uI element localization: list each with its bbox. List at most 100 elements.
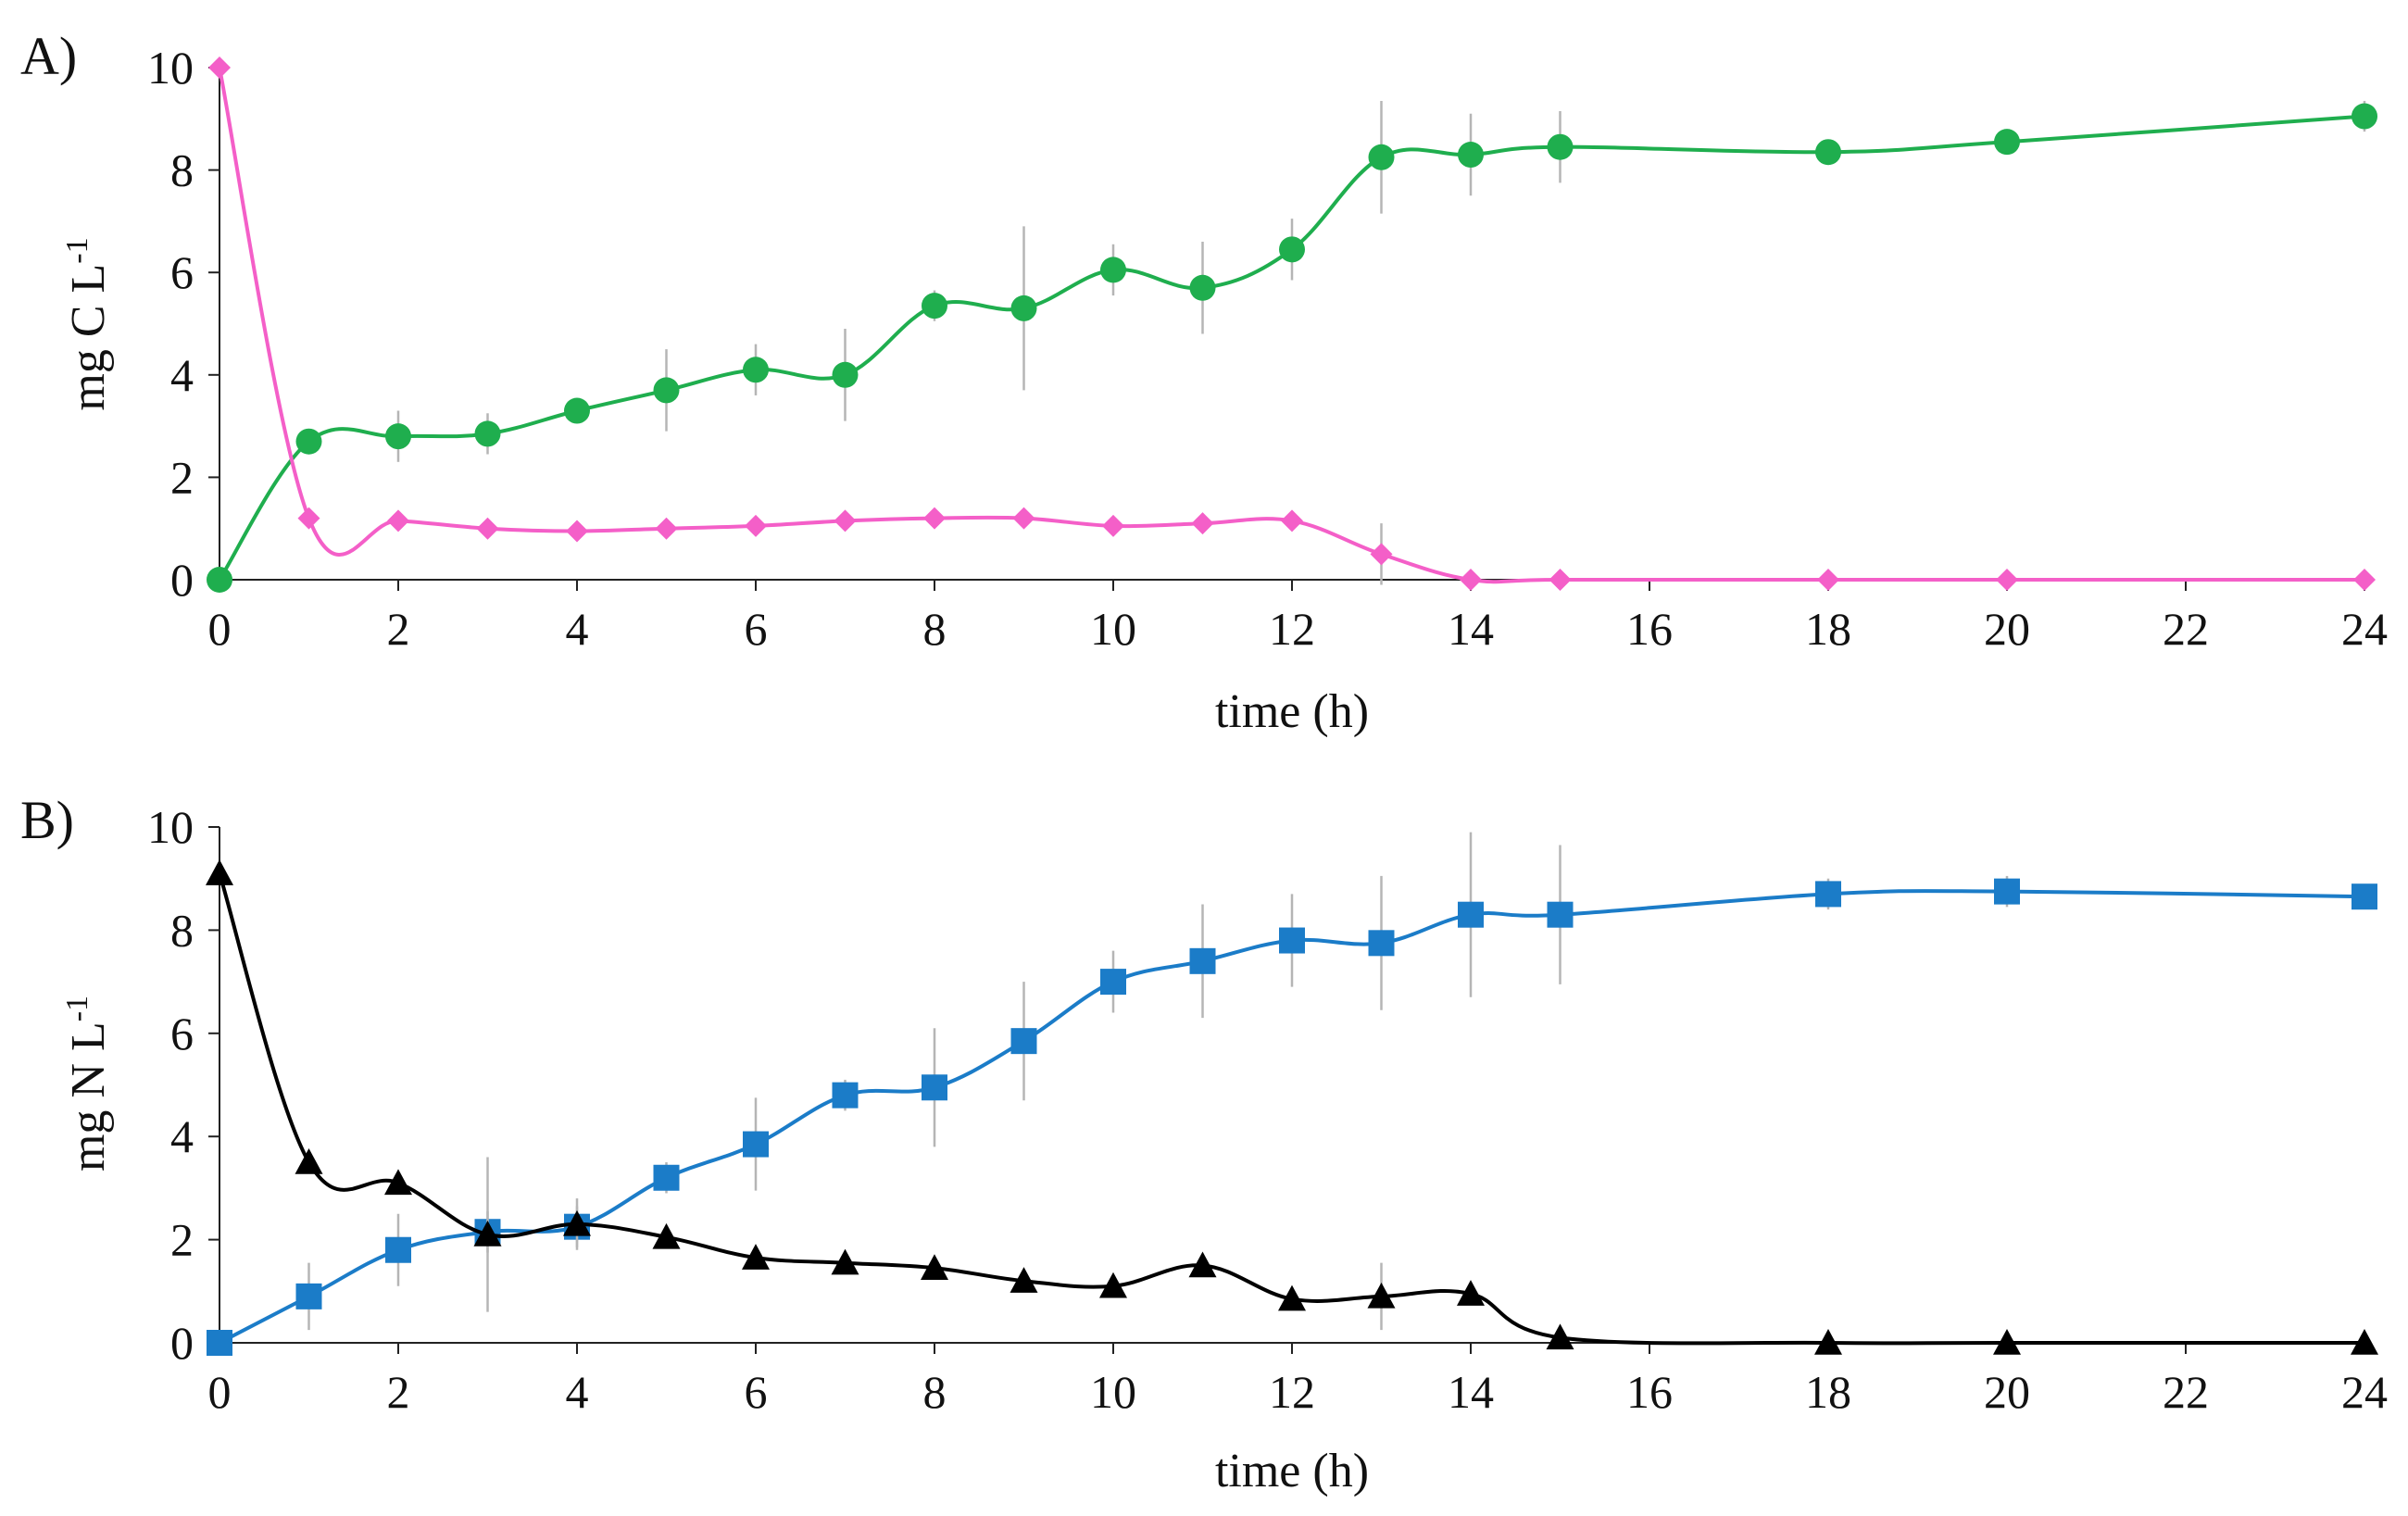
x-tick-label: 22 — [2163, 1366, 2209, 1418]
y-tick-label: 6 — [170, 246, 194, 298]
data-point — [1102, 514, 1124, 537]
data-point — [564, 397, 590, 424]
series-black-series — [206, 859, 2378, 1355]
data-point — [1549, 569, 1572, 591]
y-tick-label: 0 — [170, 554, 194, 606]
y-tick-label: 4 — [170, 1110, 194, 1162]
data-point — [1370, 543, 1393, 566]
panel-b-x-axis-title: time (h) — [1215, 1445, 1369, 1497]
data-point — [1278, 1284, 1306, 1311]
y-tick-label: 2 — [170, 1214, 194, 1266]
y-tick-label: 6 — [170, 1008, 194, 1059]
data-point — [1279, 927, 1305, 954]
x-tick-label: 10 — [1090, 1366, 1136, 1418]
x-tick-label: 0 — [208, 603, 232, 655]
data-point — [1993, 1329, 2021, 1355]
y-tick-label: 10 — [147, 42, 194, 94]
data-point — [831, 1248, 859, 1275]
data-point — [653, 1164, 680, 1191]
data-point — [385, 423, 411, 450]
data-point — [295, 428, 322, 455]
data-point — [385, 1236, 411, 1263]
x-tick-label: 12 — [1269, 603, 1315, 655]
data-point — [2353, 569, 2376, 591]
data-point — [1010, 1028, 1037, 1055]
data-point — [2351, 1329, 2378, 1355]
data-point — [1457, 1280, 1485, 1306]
data-point — [1012, 507, 1035, 530]
data-point — [742, 1244, 770, 1270]
x-tick-label: 4 — [566, 603, 589, 655]
data-point — [1010, 1267, 1038, 1293]
data-point — [1368, 144, 1395, 170]
data-point — [1814, 1329, 1842, 1355]
x-tick-label: 14 — [1448, 603, 1494, 655]
data-point — [474, 420, 501, 447]
data-point — [387, 509, 409, 532]
panel-a-y-axis-title: mg C L-1 — [60, 237, 115, 410]
x-tick-label: 8 — [923, 603, 947, 655]
x-tick-label: 20 — [1984, 1366, 2030, 1418]
series-pink-series — [208, 56, 2376, 591]
data-point — [653, 377, 680, 404]
data-point — [1100, 257, 1126, 283]
x-tick-label: 16 — [1626, 1366, 1673, 1418]
data-point — [2352, 103, 2377, 130]
data-point — [743, 1131, 769, 1158]
series-green-series — [207, 100, 2377, 593]
data-point — [1099, 1272, 1127, 1298]
x-tick-label: 6 — [745, 1366, 768, 1418]
data-point — [922, 293, 947, 319]
data-point — [384, 1169, 412, 1196]
data-point — [1817, 569, 1839, 591]
x-tick-label: 0 — [208, 1366, 232, 1418]
data-point — [745, 514, 767, 537]
data-point — [1191, 512, 1214, 535]
data-point — [295, 1148, 323, 1174]
data-point — [1100, 969, 1126, 996]
data-point — [1367, 1282, 1396, 1309]
data-point — [1010, 294, 1037, 321]
series-line — [219, 889, 2365, 1345]
y-tick-label: 10 — [147, 801, 194, 853]
x-tick-label: 24 — [2341, 1366, 2388, 1418]
panel-b-y-axis-title: mg N L-1 — [60, 996, 115, 1171]
data-point — [1815, 139, 1841, 166]
y-tick-label: 2 — [170, 451, 194, 503]
series-line — [218, 872, 2364, 1346]
data-point — [297, 507, 320, 530]
y-tick-label: 8 — [170, 904, 194, 956]
y-tick-label: 4 — [170, 349, 194, 401]
panel-a-x-axis-title: time (h) — [1215, 685, 1369, 738]
data-point — [1996, 569, 2018, 591]
data-point — [1368, 930, 1395, 957]
data-point — [743, 357, 769, 383]
data-point — [208, 56, 231, 79]
panel-b-label: B) — [20, 790, 74, 850]
x-tick-label: 18 — [1805, 1366, 1851, 1418]
data-point — [834, 509, 857, 532]
data-point — [207, 567, 232, 593]
series-blue-series — [207, 832, 2377, 1356]
data-point — [1460, 569, 1482, 591]
data-point — [563, 1209, 591, 1236]
data-point — [207, 1330, 232, 1356]
data-point — [832, 1082, 859, 1109]
x-tick-label: 4 — [566, 1366, 589, 1418]
data-point — [1188, 1251, 1217, 1278]
data-point — [476, 517, 499, 540]
x-tick-label: 6 — [745, 603, 768, 655]
panel-a-label: A) — [20, 26, 77, 86]
data-point — [1189, 274, 1216, 301]
x-tick-label: 22 — [2163, 603, 2209, 655]
data-point — [923, 507, 946, 530]
data-point — [1279, 236, 1305, 263]
data-point — [1189, 947, 1216, 974]
data-point — [566, 520, 588, 543]
x-tick-label: 16 — [1626, 603, 1673, 655]
